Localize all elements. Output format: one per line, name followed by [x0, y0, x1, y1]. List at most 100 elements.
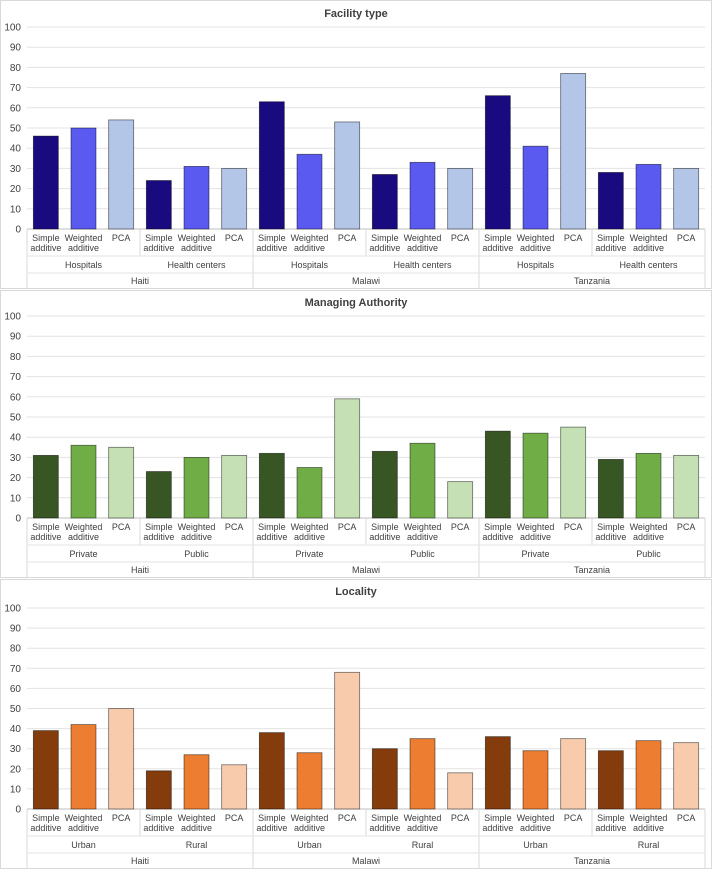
bar: [522, 432, 549, 519]
subgroup-label: Health centers: [393, 260, 452, 270]
method-label: additive: [407, 823, 438, 833]
method-label: Simple: [597, 233, 625, 243]
country-label: Malawi: [352, 856, 380, 866]
bar: [447, 772, 474, 810]
subgroup-label: Urban: [297, 840, 322, 850]
method-label: additive: [633, 243, 664, 253]
bar: [409, 738, 436, 810]
method-label: Weighted: [517, 522, 555, 532]
bar: [183, 754, 210, 810]
method-label: additive: [520, 243, 551, 253]
bar: [484, 736, 511, 810]
y-tick-label: 20: [10, 473, 22, 484]
method-label: Weighted: [178, 813, 216, 823]
bar: [371, 174, 398, 230]
y-tick-label: 90: [10, 332, 22, 343]
bar: [258, 452, 285, 519]
y-tick-label: 20: [10, 184, 22, 195]
method-label: Simple: [597, 522, 625, 532]
method-label: additive: [30, 532, 61, 542]
y-tick-label: 10: [10, 204, 22, 215]
method-label: Simple: [32, 233, 60, 243]
subgroup-label: Hospitals: [517, 260, 555, 270]
method-label: PCA: [451, 813, 470, 823]
country-label: Haiti: [131, 276, 149, 286]
method-label: PCA: [225, 813, 244, 823]
bar: [635, 163, 662, 230]
bar: [145, 180, 172, 230]
method-label: Weighted: [178, 522, 216, 532]
method-label: Simple: [258, 813, 286, 823]
method-label: Simple: [145, 813, 173, 823]
bar: [371, 450, 398, 519]
method-label: additive: [407, 532, 438, 542]
method-label: Simple: [145, 233, 173, 243]
method-label: PCA: [677, 233, 696, 243]
bar: [70, 444, 97, 519]
method-label: Simple: [32, 813, 60, 823]
y-tick-label: 100: [4, 604, 21, 615]
method-label: Weighted: [291, 813, 329, 823]
method-label: Simple: [484, 522, 512, 532]
method-label: additive: [294, 823, 325, 833]
subgroup-label: Private: [521, 549, 549, 559]
y-tick-label: 30: [10, 164, 22, 175]
bar: [673, 167, 700, 230]
y-tick-label: 10: [10, 493, 22, 504]
method-label: additive: [369, 823, 400, 833]
method-label: PCA: [112, 233, 131, 243]
bar: [560, 426, 587, 519]
method-label: PCA: [564, 813, 583, 823]
y-tick-label: 100: [4, 23, 21, 34]
bar: [597, 172, 624, 230]
method-label: additive: [595, 532, 626, 542]
method-label: additive: [68, 532, 99, 542]
method-label: Weighted: [291, 233, 329, 243]
bar: [108, 446, 135, 519]
method-label: PCA: [564, 233, 583, 243]
bar: [32, 454, 59, 519]
y-tick-label: 70: [10, 372, 22, 383]
method-label: Weighted: [65, 233, 103, 243]
subgroup-label: Health centers: [619, 260, 678, 270]
bar: [371, 748, 398, 810]
y-tick-label: 90: [10, 43, 22, 54]
y-tick-label: 80: [10, 63, 22, 74]
bar: [409, 161, 436, 230]
bar: [296, 467, 323, 519]
bar: [635, 452, 662, 519]
method-label: PCA: [564, 522, 583, 532]
subgroup-label: Urban: [71, 840, 96, 850]
method-label: additive: [407, 243, 438, 253]
method-label: Simple: [32, 522, 60, 532]
method-label: Simple: [371, 813, 399, 823]
bar: [108, 119, 135, 230]
bar: [258, 101, 285, 230]
method-label: PCA: [338, 233, 357, 243]
method-label: additive: [256, 823, 287, 833]
bar: [560, 73, 587, 230]
subgroup-label: Rural: [412, 840, 434, 850]
bar: [221, 454, 248, 519]
bar: [183, 456, 210, 519]
method-label: additive: [181, 532, 212, 542]
method-label: PCA: [338, 813, 357, 823]
y-tick-label: 80: [10, 644, 22, 655]
subgroup-label: Public: [410, 549, 435, 559]
subgroup-label: Public: [636, 549, 661, 559]
method-label: PCA: [112, 522, 131, 532]
method-label: Simple: [371, 522, 399, 532]
bar: [258, 732, 285, 810]
y-tick-label: 70: [10, 664, 22, 675]
method-label: additive: [520, 823, 551, 833]
method-label: Weighted: [65, 522, 103, 532]
bar: [597, 459, 624, 519]
subgroup-label: Private: [295, 549, 323, 559]
method-label: additive: [294, 243, 325, 253]
method-label: Weighted: [178, 233, 216, 243]
method-label: Weighted: [517, 233, 555, 243]
subgroup-label: Public: [184, 549, 209, 559]
y-tick-label: 10: [10, 784, 22, 795]
method-label: Simple: [484, 813, 512, 823]
